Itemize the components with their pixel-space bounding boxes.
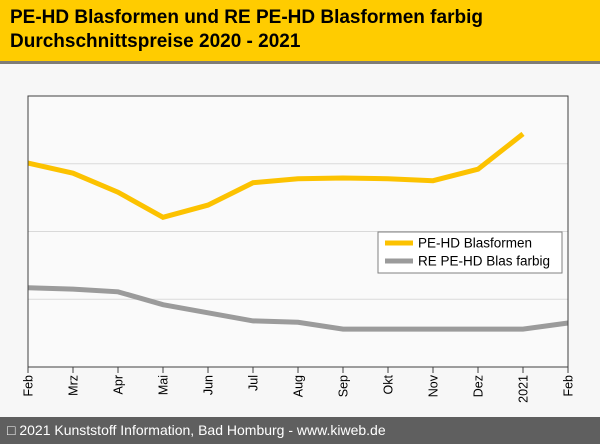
series-line-pe-hd-blasformen — [27, 131, 525, 220]
page-title-line1: PE-HD Blasformen und RE PE-HD Blasformen… — [10, 7, 483, 28]
x-axis-label: Feb — [562, 375, 576, 397]
chart-svg: Feb Mrz Apr Mai Jun Jul Aug Sep Okt Nov Dez 2021 Feb… — [22, 95, 576, 403]
page-title-line2: Durchschnittspreise 2020 - 2021 — [10, 31, 301, 52]
x-axis-label: Mrz — [67, 375, 81, 396]
x-axis-label: Feb — [22, 375, 36, 397]
x-axis-label: 2021 — [517, 375, 531, 403]
x-axis-label: Okt — [382, 374, 396, 394]
series-line-re-pe-hd-blas-farbig — [27, 285, 569, 332]
footer-copyright: □ 2021 Kunststoff Information, Bad Hombu… — [0, 417, 600, 444]
legend-label-pe-hd-blasformen: PE-HD Blasformen — [418, 236, 532, 251]
legend-box — [377, 231, 563, 274]
x-axis-label: Aug — [292, 375, 306, 397]
x-axis-label: Jul — [247, 375, 261, 391]
x-axis-label: Dez — [472, 375, 486, 397]
x-axis-label: Sep — [337, 375, 351, 397]
header: PE-HD Blasformen und RE PE-HD Blasformen… — [0, 0, 600, 61]
x-axis-label: Mai — [157, 375, 171, 395]
header-divider — [0, 61, 600, 64]
x-axis-label: Apr — [112, 375, 126, 394]
x-axis-label: Nov — [427, 374, 441, 397]
legend-label-re-pe-hd-blas-farbig: RE PE-HD Blas farbig — [418, 254, 550, 269]
x-axis-label: Jun — [202, 375, 216, 395]
